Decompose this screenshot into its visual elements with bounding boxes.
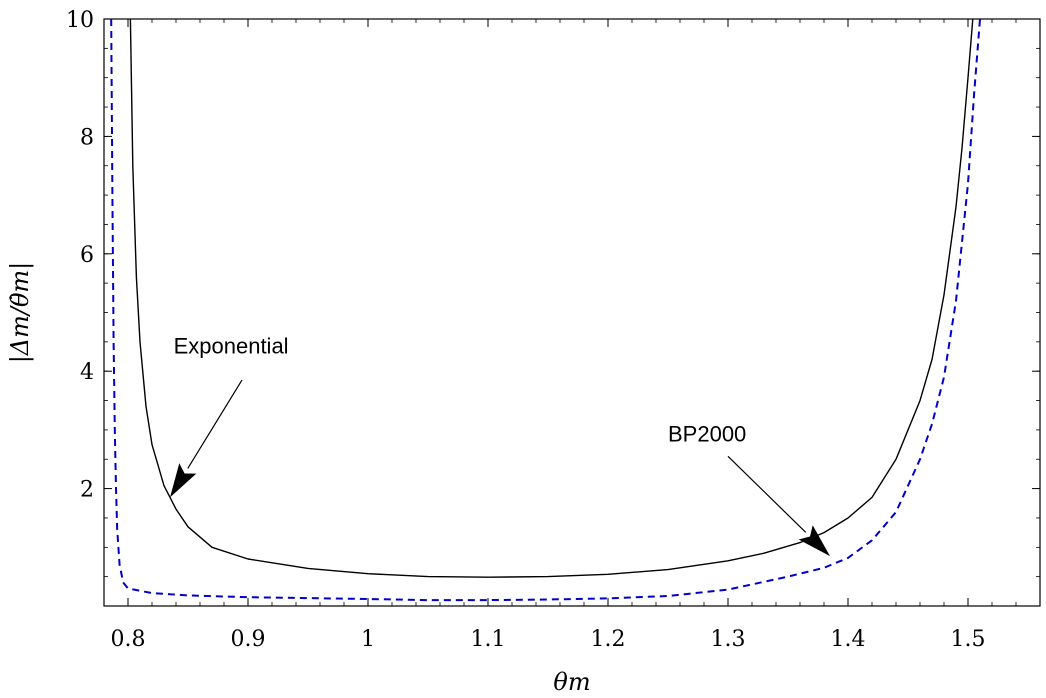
annotation-label: Exponential [174,334,289,359]
y-tick-label: 8 [80,125,94,150]
annotation-arrow-shaft [187,379,243,469]
annotation-arrow-head [798,525,830,557]
annotations: Exponential BP2000 [170,334,830,557]
x-tick-label: 1.1 [471,627,506,652]
y-tick-label: 10 [66,8,94,33]
y-tick-label: 4 [80,360,94,385]
annotation-arrow-head [170,463,197,498]
y-axis-label: |Δm/θ̇m| [6,262,35,364]
x-tick-label: 0.8 [111,627,146,652]
x-tick-label: 1.4 [831,627,866,652]
x-tick-label: 1.3 [711,627,746,652]
y-tick-label: 6 [80,243,94,268]
series-line-bp2000 [110,19,981,602]
series-group [110,19,981,602]
x-tick-label: 0.9 [231,627,266,652]
x-axis-label: θm [553,668,590,696]
x-tick-label: 1 [361,627,375,652]
annotation-label: BP2000 [668,422,746,447]
x-tick-label: 1.5 [951,627,986,652]
x-tick-label: 1.2 [591,627,626,652]
y-tick-label: 2 [80,478,94,503]
axis-labels: θm |Δm/θ̇m| [6,262,591,696]
axes-frame [103,18,1041,607]
annotation-arrow-shaft [727,455,807,533]
ticks: 0.8 0.9 1 1.1 1.2 1.3 1.4 1.5 2 4 6 8 10 [66,8,1041,652]
series-line-exponential [129,19,974,578]
plot-frame [103,18,1041,607]
